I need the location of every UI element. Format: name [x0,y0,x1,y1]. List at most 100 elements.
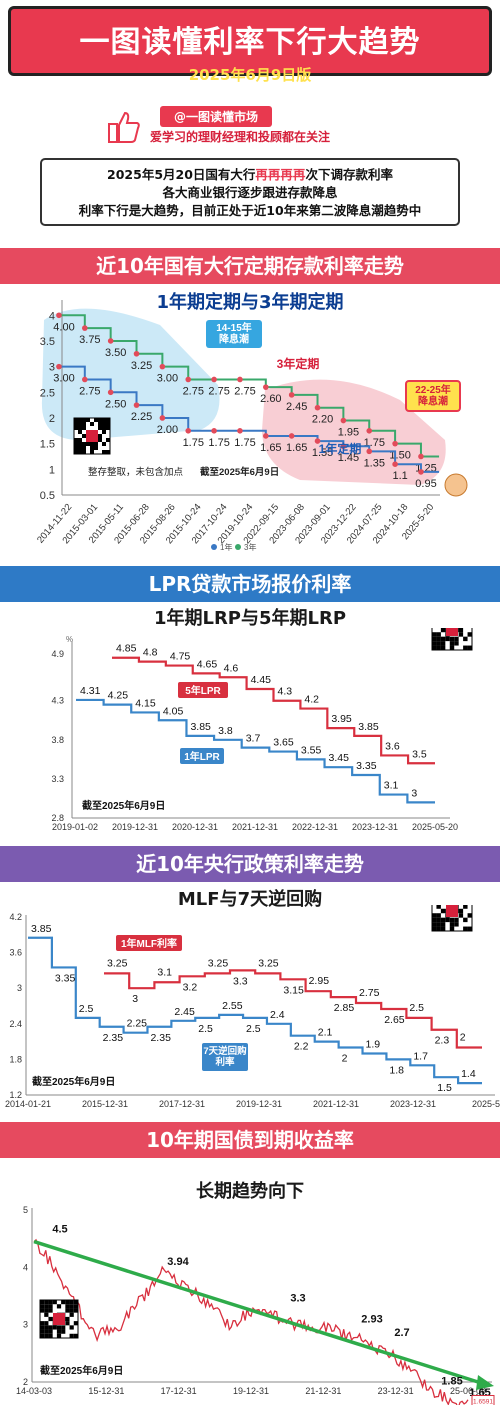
data-label: 3.35 [356,760,377,772]
data-label: 4.6 [224,662,239,674]
data-label: 2.55 [222,1000,243,1012]
data-label: 3.25 [208,957,229,969]
thumbs-up-icon [108,111,140,143]
data-label: 2.35 [150,1032,171,1044]
lpr1-tag [180,748,224,764]
data-label: 2.00 [157,424,178,436]
data-label: 1.45 [338,452,359,464]
lpr-cutoff: 截至2025年6月9日 [82,799,165,812]
data-label: 3.8 [218,725,233,737]
qr-logo [446,628,458,636]
data-label: 4.2 [304,694,319,706]
lpr1-label: 1年LPR [184,750,220,763]
data-point [418,453,424,460]
data-label: 3.2 [183,981,198,993]
data-label: 3.85 [31,923,52,935]
data-point [314,404,321,411]
mlf-label: 1年MLF利率 [121,937,177,950]
y-tick-label: 1.8 [9,1054,22,1064]
data-label: 1.8 [389,1064,404,1076]
data-label: 1.4 [461,1068,476,1080]
data-label: 4.00 [53,321,74,333]
repo-label: 7天逆回购利率 [203,1045,247,1068]
data-label: 3.95 [331,713,352,725]
x-tick-label: 23-12-31 [378,1386,414,1396]
y-tick-label: 2.5 [40,387,55,399]
intro-box: 2025年5月20日国有大行再再再再次下调存款利率 各大商业银行逐步跟进存款降息… [40,158,460,226]
data-label: 1.75 [183,437,204,449]
intro-line-3: 利率下行是大趋势，目前正处于近10年来第二波降息潮趋势中 [78,203,422,218]
wave1-callout [206,320,262,348]
section-lpr-title: LPR贷款市场报价利率 [0,566,500,602]
data-label: 4.65 [197,658,218,670]
chart1-title: 1年期定期与3年期定期 [156,292,344,313]
data-label: 1.55 [312,447,333,459]
wave2-shade [262,379,446,485]
data-label: 4.05 [163,705,184,717]
author-handle: @一图读懂市场 [160,106,273,127]
intro-line-2: 各大商业银行逐步跟进存款降息 [162,185,338,200]
data-point [237,376,243,383]
data-label: 2.4 [270,1009,285,1021]
data-label: 3 [132,993,138,1005]
x-tick-label: 2025-05-20 [412,822,458,832]
data-label: 4.31 [80,685,101,697]
x-tick-label: 2021-12-31 [232,822,278,832]
mlf-tag [116,935,182,951]
wave2-callout [405,380,461,412]
data-label: 2.75 [79,385,100,397]
y-tick-label: 3.8 [51,735,64,745]
data-label: 2.35 [103,1032,124,1044]
bond-cutoff: 截至2025年6月9日 [40,1364,123,1377]
wave1-shade [41,308,220,440]
data-label: 2.75 [359,987,380,999]
trend-arrow-head [476,1375,494,1390]
qr-logo [86,430,98,442]
data-point [82,325,88,331]
repo-tag [202,1043,248,1071]
data-label: 2.5 [79,1003,94,1015]
data-label: 3.94 [167,1256,189,1268]
series-name-1y: 1年定期 [319,441,362,456]
data-point [263,433,269,439]
data-point [314,438,321,444]
trend-arrow [33,1239,479,1384]
unit-label: % [66,635,73,644]
y-tick-label: 3.6 [9,948,22,958]
data-point [107,338,114,344]
lpr5-label: 5年LPR [185,684,221,697]
data-label: 2.2 [294,1041,309,1053]
data-label: 3.45 [329,752,350,764]
deposit-cutoff: 截至2025年6月9日 [200,466,279,478]
data-label: 2.45 [286,401,307,413]
data-label: 3.1 [157,966,172,978]
data-label: 3.1 [384,780,399,792]
y-tick-label: 3 [23,1320,28,1330]
wave2-label: 22-25年降息潮 [415,383,451,408]
legend-dot-1y [211,544,217,550]
legend-1y: 1年 [220,542,232,552]
x-tick-label: 14-03-03 [16,1386,52,1396]
legend-dot-3y [235,544,241,550]
data-label: 2.25 [131,411,152,423]
series-line-1 [76,698,435,804]
series-name-3y: 3年定期 [277,356,320,371]
x-tick-label: 2014-01-21 [5,1099,51,1109]
follow-text: 爱学习的理财经理和投顾都在关注 [150,130,331,144]
data-label: 4.8 [143,647,158,659]
data-label: 2.60 [260,393,281,405]
data-label: 3.25 [131,360,152,372]
data-label: 2.3 [435,1035,450,1047]
data-point [185,376,192,383]
data-point [159,415,166,421]
data-label: 4.75 [170,651,191,663]
legend-3y: 3年 [244,542,256,552]
data-label: 3.7 [246,733,261,745]
data-point [211,376,217,383]
x-tick-label: 2022-12-31 [292,822,338,832]
x-tick-label: 25-06-09 [450,1386,486,1396]
data-label: 2.45 [174,1006,195,1018]
data-label: 2.95 [309,975,330,987]
